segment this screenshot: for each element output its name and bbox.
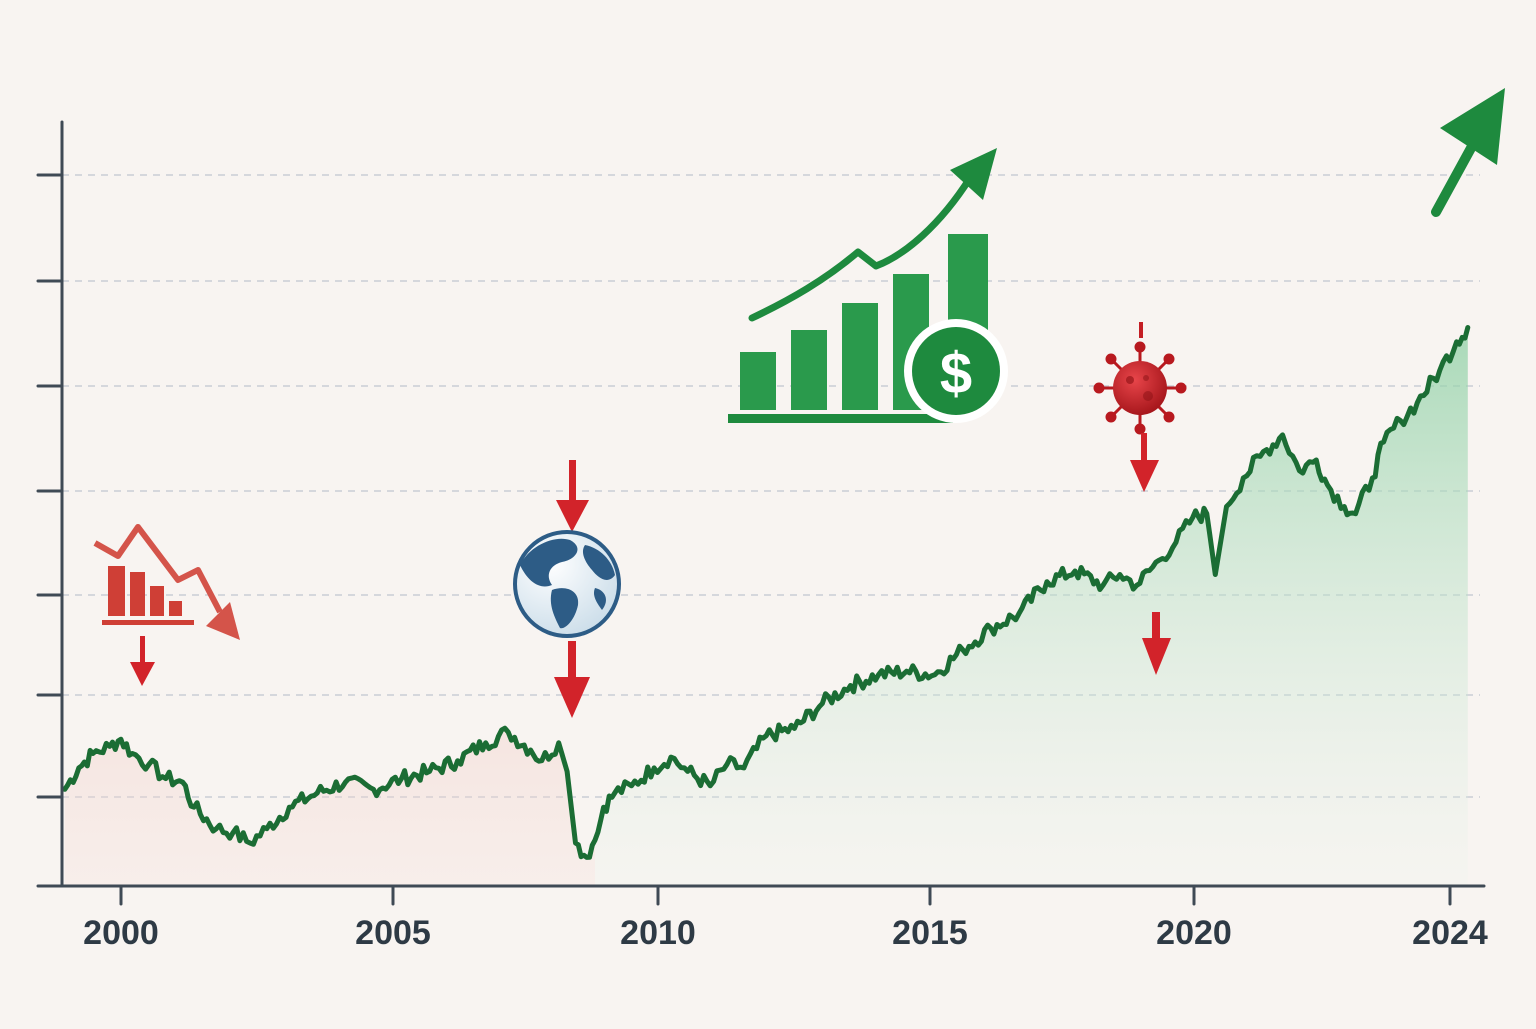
declining-chart-icon — [93, 524, 240, 640]
x-axis — [36, 884, 1486, 906]
x-tick-label: 2010 — [620, 914, 696, 952]
growth-trend-arrow-icon — [1431, 88, 1505, 217]
down-arrow-icon — [1142, 612, 1171, 675]
down-arrow-icon — [556, 460, 589, 532]
x-tick-label: 2005 — [355, 914, 431, 952]
x-tick-labels: 2000 2005 2010 2015 2020 2024 — [83, 914, 1488, 952]
x-tick-label: 2020 — [1156, 914, 1232, 952]
x-tick-label: 2015 — [892, 914, 968, 952]
globe-icon — [513, 530, 621, 638]
down-arrow-icon — [130, 636, 155, 686]
down-arrow-icon — [554, 641, 590, 718]
growth-dollar-icon: $ — [728, 148, 1008, 423]
area-fill-decline — [64, 728, 595, 886]
area-fill-growth — [595, 327, 1468, 886]
x-tick-label: 2024 — [1412, 914, 1488, 952]
svg-text:$: $ — [940, 341, 972, 406]
y-axis — [36, 120, 64, 888]
virus-icon — [1093, 322, 1187, 435]
x-tick-label: 2000 — [83, 914, 159, 952]
down-arrow-icon — [1130, 433, 1159, 492]
series-line — [62, 325, 1471, 860]
